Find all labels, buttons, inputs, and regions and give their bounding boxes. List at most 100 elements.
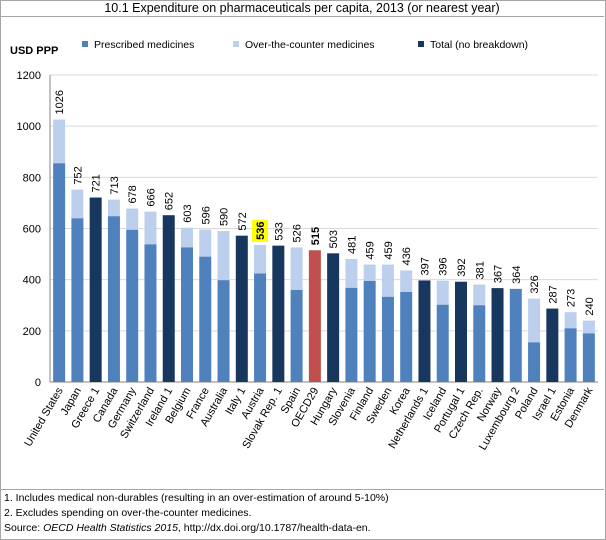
value-label: 503 bbox=[328, 230, 340, 248]
source-title: OECD Health Statistics 2015 bbox=[43, 522, 178, 534]
bar-otc bbox=[528, 298, 541, 343]
value-label: 713 bbox=[109, 176, 121, 194]
bar-prescribed bbox=[528, 342, 541, 382]
bar-otc bbox=[436, 280, 449, 305]
value-label: 459 bbox=[383, 241, 395, 259]
legend-swatch bbox=[418, 41, 424, 47]
bar-otc bbox=[217, 231, 230, 281]
y-tick-label: 200 bbox=[23, 326, 41, 338]
bar-otc bbox=[144, 211, 157, 245]
title-divider bbox=[0, 16, 604, 17]
bar-prescribed bbox=[564, 328, 577, 382]
y-axis-title: USD PPP bbox=[10, 45, 58, 57]
bar-prescribed bbox=[509, 288, 522, 382]
footnote-2: 2. Excludes spending on over-the-counter… bbox=[4, 507, 252, 519]
value-label: 526 bbox=[292, 224, 304, 242]
value-label: 287 bbox=[547, 285, 559, 303]
bar-prescribed bbox=[126, 229, 139, 382]
bar-total bbox=[272, 245, 285, 382]
value-label: 666 bbox=[145, 188, 157, 206]
x-tick-label: United States bbox=[22, 385, 66, 449]
bar-otc bbox=[126, 208, 139, 230]
source-prefix: Source: bbox=[4, 522, 44, 534]
value-label: 515 bbox=[310, 227, 322, 245]
bar-prescribed bbox=[290, 289, 303, 382]
y-tick-label: 600 bbox=[23, 224, 41, 236]
bar-otc bbox=[53, 119, 66, 164]
notes-divider bbox=[0, 489, 604, 490]
source-note: Source: OECD Health Statistics 2015, htt… bbox=[4, 522, 371, 534]
bar-prescribed bbox=[71, 218, 84, 382]
y-tick-label: 800 bbox=[23, 172, 41, 184]
bar-oecd bbox=[308, 250, 321, 382]
value-label: 367 bbox=[493, 265, 505, 283]
bar-prescribed bbox=[144, 244, 157, 382]
value-label: 536 bbox=[255, 222, 267, 240]
bar-otc bbox=[473, 284, 486, 306]
value-label: 240 bbox=[584, 297, 596, 315]
footnote-1: 1. Includes medical non-durables (result… bbox=[4, 492, 389, 504]
bar-prescribed bbox=[363, 280, 376, 382]
bar-otc bbox=[71, 189, 84, 219]
value-label: 364 bbox=[511, 266, 523, 284]
bar-total bbox=[546, 308, 559, 382]
y-tick-label: 1000 bbox=[17, 121, 41, 133]
bar-otc bbox=[345, 258, 358, 288]
bar-otc bbox=[290, 247, 303, 290]
value-label: 326 bbox=[529, 275, 541, 293]
value-label: 381 bbox=[474, 261, 486, 279]
bar-prescribed bbox=[53, 163, 66, 382]
bar-total bbox=[235, 235, 248, 382]
value-label: 596 bbox=[200, 206, 212, 224]
bar-prescribed bbox=[582, 333, 595, 382]
bar-prescribed bbox=[199, 256, 212, 382]
bar-total bbox=[162, 215, 175, 382]
bar-prescribed bbox=[381, 296, 394, 382]
value-label: 436 bbox=[401, 247, 413, 265]
bar-prescribed bbox=[181, 247, 193, 382]
bar-total bbox=[418, 280, 431, 382]
bar-total bbox=[455, 281, 467, 382]
value-label: 533 bbox=[273, 222, 285, 240]
value-label: 397 bbox=[419, 257, 431, 275]
value-label: 678 bbox=[127, 185, 139, 203]
value-label: 572 bbox=[237, 212, 249, 230]
legend-label: Over-the-counter medicines bbox=[245, 39, 375, 51]
legend-swatch bbox=[82, 41, 88, 47]
bar-total bbox=[491, 288, 504, 382]
value-label: 652 bbox=[164, 192, 176, 210]
value-label: 603 bbox=[182, 204, 194, 222]
value-label: 459 bbox=[365, 241, 377, 259]
bar-prescribed bbox=[473, 305, 486, 382]
value-label: 1026 bbox=[54, 90, 66, 114]
legend-swatch bbox=[233, 41, 239, 47]
bar-prescribed bbox=[436, 304, 449, 382]
value-label: 396 bbox=[438, 257, 450, 275]
bar-prescribed bbox=[345, 287, 358, 382]
chart-title: 10.1 Expenditure on pharmaceuticals per … bbox=[104, 1, 500, 15]
y-tick-label: 1200 bbox=[17, 70, 41, 82]
bar-total bbox=[327, 253, 340, 382]
bar-otc bbox=[363, 264, 376, 281]
value-label: 752 bbox=[72, 166, 84, 184]
bar-otc bbox=[564, 312, 577, 329]
bar-total bbox=[89, 197, 102, 382]
source-suffix: , http://dx.doi.org/10.1787/health-data-… bbox=[177, 522, 371, 534]
bar-otc bbox=[254, 244, 267, 274]
y-tick-label: 400 bbox=[23, 275, 41, 287]
value-label: 481 bbox=[346, 236, 358, 254]
bar-prescribed bbox=[254, 273, 267, 382]
bar-prescribed bbox=[217, 280, 230, 382]
legend-label: Total (no breakdown) bbox=[430, 39, 528, 51]
bar-otc bbox=[199, 229, 212, 257]
bar-otc bbox=[381, 264, 394, 297]
legend-label: Prescribed medicines bbox=[94, 39, 194, 51]
bar-otc bbox=[107, 199, 120, 217]
value-label: 590 bbox=[219, 208, 231, 226]
highlight-box bbox=[252, 219, 269, 242]
bar-otc bbox=[582, 320, 595, 334]
bar-otc bbox=[181, 227, 193, 248]
value-label: 392 bbox=[456, 258, 468, 276]
y-tick-label: 0 bbox=[35, 377, 41, 389]
value-label: 721 bbox=[91, 174, 103, 192]
